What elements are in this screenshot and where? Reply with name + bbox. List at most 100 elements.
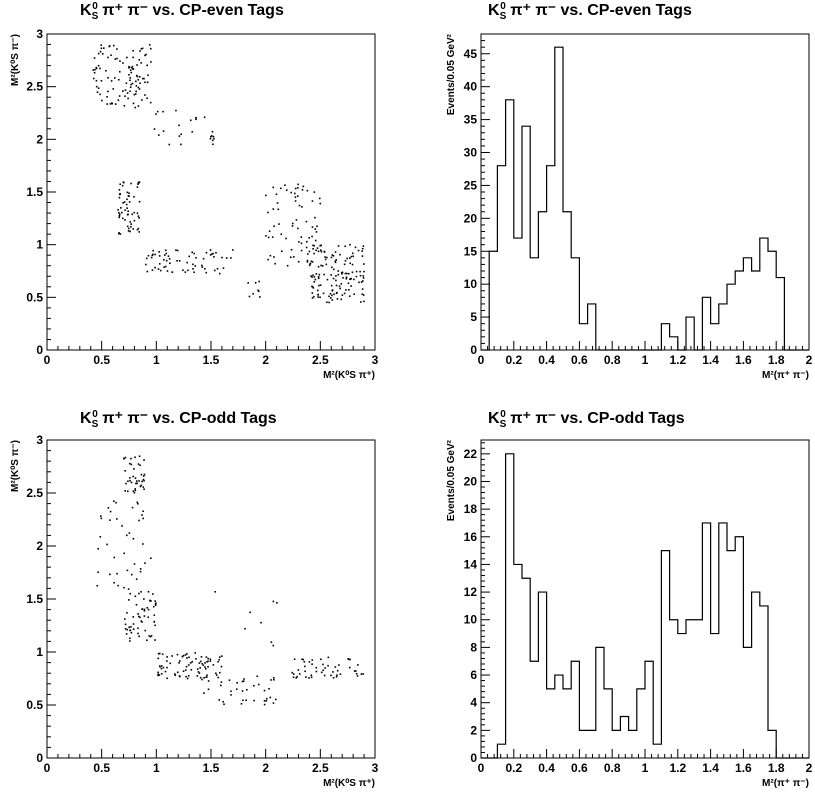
scatter-point bbox=[348, 658, 350, 661]
scatter-point bbox=[336, 674, 338, 677]
scatter-point bbox=[317, 250, 320, 253]
scatter-point bbox=[127, 588, 130, 590]
scatter-point bbox=[218, 658, 220, 661]
scatter-point bbox=[294, 196, 297, 198]
scatter-point bbox=[349, 658, 351, 661]
histogram-bin bbox=[727, 284, 735, 350]
scatter-point bbox=[311, 659, 314, 661]
y-tick-label: 3 bbox=[36, 27, 43, 41]
scatter-point bbox=[128, 532, 131, 534]
scatter-point bbox=[247, 282, 249, 284]
scatter-point bbox=[203, 677, 205, 679]
scatter-point bbox=[140, 484, 143, 487]
y-tick-label: 18 bbox=[464, 502, 478, 516]
scatter-point bbox=[126, 490, 129, 493]
scatter-point bbox=[150, 600, 152, 602]
scatter-point bbox=[306, 240, 308, 243]
scatter-point bbox=[132, 475, 134, 478]
histogram-bin bbox=[743, 258, 751, 350]
scatter-point bbox=[141, 480, 143, 483]
scatter-point bbox=[311, 261, 314, 263]
scatter-point bbox=[305, 246, 308, 249]
scatter-point bbox=[132, 623, 135, 625]
scatter-point bbox=[228, 679, 231, 682]
scatter-point bbox=[178, 260, 181, 262]
histogram-bin bbox=[620, 717, 628, 758]
scatter-point bbox=[344, 245, 346, 248]
scatter-point bbox=[285, 189, 288, 191]
scatter-point bbox=[116, 48, 118, 50]
scatter-point bbox=[349, 243, 351, 246]
scatter-point bbox=[186, 657, 188, 659]
y-tick-label: 40 bbox=[464, 80, 478, 94]
scatter-point bbox=[195, 256, 197, 259]
scatter-point bbox=[267, 236, 270, 239]
y-tick-label: 5 bbox=[470, 310, 477, 324]
scatter-point bbox=[101, 99, 103, 102]
scatter-point bbox=[180, 133, 183, 136]
scatter-point bbox=[317, 277, 320, 280]
scatter-point bbox=[235, 688, 238, 690]
scatter-point bbox=[139, 82, 141, 85]
y-axis-label: Events/0.05 GeV² bbox=[446, 33, 457, 115]
scatter-point bbox=[319, 284, 322, 286]
x-tick-label: 1.6 bbox=[735, 761, 752, 775]
panel-scatter-cp-odd: KS0 π⁺ π⁻ vs. CP-odd Tags 0 0.5 1 1.5 2 2.5 3 0… bbox=[0, 398, 408, 796]
scatter-point bbox=[291, 222, 294, 225]
scatter-point bbox=[218, 671, 221, 674]
scatter-point bbox=[124, 490, 127, 492]
scatter-point bbox=[137, 215, 140, 217]
scatter-point bbox=[125, 633, 128, 635]
scatter-point bbox=[207, 660, 209, 663]
scatter-point bbox=[154, 624, 156, 627]
scatter-point bbox=[134, 106, 137, 109]
scatter-point bbox=[349, 277, 352, 280]
scatter-point bbox=[312, 274, 314, 277]
histogram-bin bbox=[645, 661, 653, 758]
scatter-point bbox=[95, 79, 98, 82]
scatter-point bbox=[129, 90, 131, 93]
scatter-point bbox=[204, 666, 206, 668]
scatter-point bbox=[308, 250, 311, 253]
scatter-point bbox=[163, 258, 165, 261]
histogram-bin bbox=[547, 166, 555, 350]
scatter-point bbox=[206, 674, 208, 676]
scatter-point bbox=[323, 250, 326, 253]
scatter-point bbox=[265, 700, 268, 702]
scatter-point bbox=[300, 242, 303, 245]
histogram-bin bbox=[612, 730, 620, 758]
scatter-point bbox=[124, 95, 126, 97]
scatter-point bbox=[106, 103, 109, 105]
scatter-point bbox=[241, 690, 244, 692]
scatter-point bbox=[207, 688, 210, 691]
scatter-point bbox=[159, 269, 162, 272]
histogram-bin bbox=[555, 675, 563, 758]
x-tick-label: 1.4 bbox=[702, 761, 719, 775]
scatter-point bbox=[196, 668, 199, 670]
scatter-point bbox=[310, 275, 312, 277]
scatter-point bbox=[249, 611, 251, 614]
scatter-point bbox=[258, 280, 260, 283]
scatter-point bbox=[362, 277, 365, 279]
scatter-point bbox=[243, 678, 245, 680]
scatter-point bbox=[320, 249, 322, 252]
histogram-bin bbox=[711, 634, 719, 758]
scatter-point bbox=[118, 95, 121, 97]
y-tick-label: 2.5 bbox=[26, 486, 43, 500]
scatter-point bbox=[166, 666, 168, 669]
scatter-point bbox=[153, 614, 156, 616]
histogram-bin bbox=[530, 661, 538, 758]
histogram-bin bbox=[506, 454, 514, 758]
scatter-point bbox=[139, 50, 141, 52]
scatter-point bbox=[110, 54, 112, 56]
scatter-point bbox=[309, 263, 311, 265]
scatter-point bbox=[124, 209, 126, 211]
scatter-point bbox=[161, 653, 164, 655]
scatter-point bbox=[358, 281, 360, 284]
histogram-bin bbox=[579, 730, 587, 758]
scatter-point bbox=[147, 608, 150, 611]
y-tick-label: 0 bbox=[36, 343, 43, 357]
scatter-point bbox=[108, 45, 111, 47]
scatter-point bbox=[129, 592, 131, 595]
scatter-point bbox=[195, 118, 197, 121]
